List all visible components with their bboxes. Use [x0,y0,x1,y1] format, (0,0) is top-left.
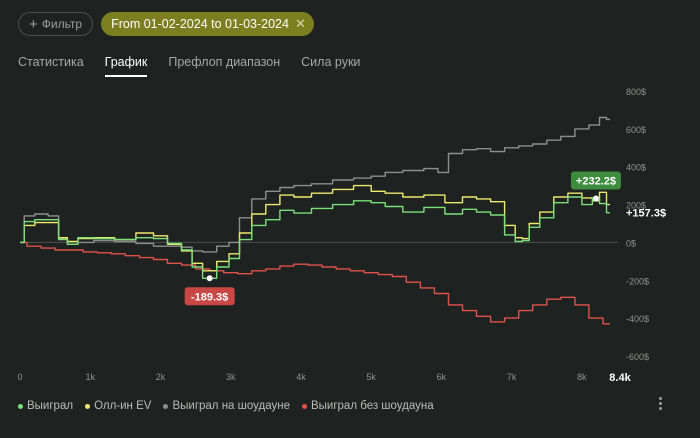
end-value-label: +157.3$ [626,208,666,220]
profit-chart: 800$ 600$ 400$ 200$ 0$ -200$ -400$ -600$ 0 1k 2k 3k… [17,87,666,384]
legend-dot [18,403,23,409]
legend-dot [163,403,169,409]
legend-item-non-showdown[interactable]: Выиграл без шоудауна [301,400,434,412]
annotation-badge [570,171,621,190]
x-tick-label: 5k [366,372,376,382]
legend-dot [301,403,307,409]
tab-bar: Статистика График Префлоп диапазон Сила … [18,55,360,77]
series-line [20,241,610,325]
y-tick-label: -200$ [626,276,649,286]
series-line [20,196,610,279]
legend-label: Выиграл [27,400,74,412]
tab-preflop-range[interactable]: Префлоп диапазон [168,55,281,69]
legend-label: Выиграл на шоудауне [172,400,290,412]
filter-button-label: Фильтр [41,17,83,31]
series-line [20,116,610,253]
x-tick-label: 1k [85,372,95,382]
legend-item-won[interactable]: Выиграл [18,400,73,412]
x-tick-label: 3k [226,372,236,382]
plus-icon: + [29,15,38,33]
toolbar: + Фильтр From 01-02-2024 to 01-03-2024 ✕ [18,12,314,36]
y-tick-label: 600$ [626,125,646,135]
y-tick-label: 0$ [626,238,636,248]
annotation-point [592,195,599,202]
x-tick-label: 0 [17,372,22,382]
annotation-badge [184,287,235,306]
x-tick-label: 6k [437,372,447,382]
date-range-label: From 01-02-2024 to 01-03-2024 [111,17,289,31]
x-tick-label: 4k [296,372,306,382]
more-options-icon[interactable] [657,397,663,410]
legend-label: Олл-ин EV [94,400,152,412]
annotation-label: +232.2$ [576,175,616,187]
legend-item-showdown[interactable]: Выиграл на шоудауне [163,400,290,412]
legend-dot [85,403,91,409]
annotation-label: -189.3$ [191,291,228,303]
x-tick-label: 7k [507,372,517,382]
y-tick-label: -400$ [626,314,649,324]
date-range-chip[interactable]: From 01-02-2024 to 01-03-2024 ✕ [101,12,314,36]
legend-item-allin-ev[interactable]: Олл-ин EV [85,400,151,412]
x-tick-label: 2k [156,372,166,382]
series-line [20,184,610,272]
y-tick-label: -600$ [626,352,649,362]
y-tick-label: 400$ [626,163,646,173]
y-tick-label: 800$ [626,87,646,97]
tab-statistics[interactable]: Статистика [18,55,84,69]
close-icon[interactable]: ✕ [294,16,306,31]
y-tick-label: 200$ [626,201,646,211]
annotation-point [206,275,213,282]
x-end-label: 8.4k [609,372,631,384]
legend-label: Выиграл без шоудауна [310,400,434,412]
tab-hand-strength[interactable]: Сила руки [301,55,361,69]
x-tick-label: 8k [577,372,587,382]
tab-graph[interactable]: График [104,55,148,77]
filter-button[interactable]: + Фильтр [18,12,94,36]
chart-legend: Выиграл Олл-ин EV Выиграл на шоудауне Вы… [18,400,434,412]
